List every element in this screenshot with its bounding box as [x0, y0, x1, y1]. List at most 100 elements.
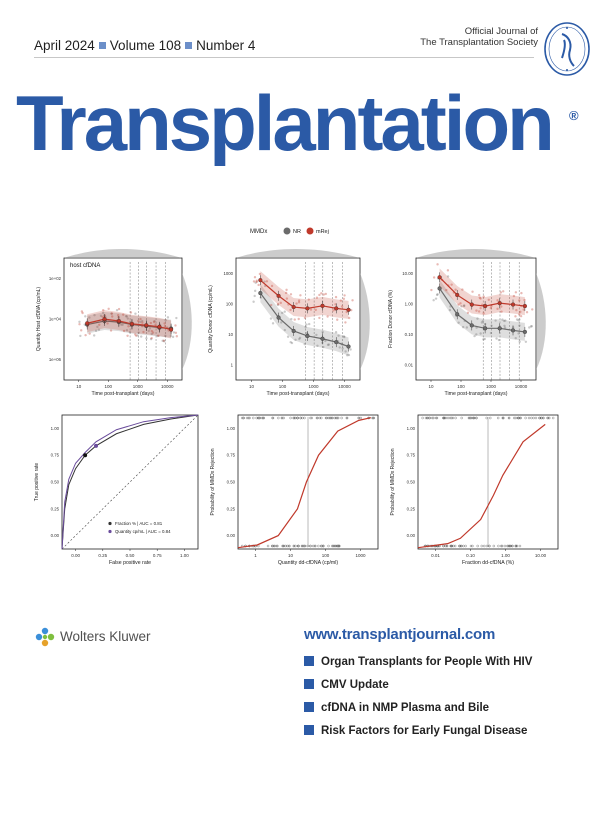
scatter-point [106, 322, 109, 325]
rug-point [428, 416, 431, 420]
scatter-point [148, 327, 152, 330]
scatter-point [457, 303, 460, 306]
scatter-point [517, 319, 520, 322]
roc-curve [61, 414, 199, 550]
bullet-square-icon [304, 656, 314, 666]
mean-point [258, 278, 263, 283]
scatter-point [121, 323, 124, 326]
scatter-point [286, 335, 290, 338]
rug-point [518, 416, 522, 420]
legend-swatch [108, 529, 112, 534]
rug-point [320, 416, 323, 420]
mean-point [258, 291, 263, 296]
scatter-point [482, 312, 485, 315]
scatter-point [522, 308, 525, 311]
scatter-point [495, 337, 498, 340]
scatter-point [321, 330, 324, 334]
scatter-point [332, 309, 335, 312]
scatter-point [285, 288, 288, 292]
scatter-point [334, 295, 338, 299]
y-tick-label: 1.00 [405, 301, 414, 306]
rug-point [301, 416, 304, 420]
rug-point [261, 416, 265, 420]
rug-point [302, 544, 305, 548]
rug-point [548, 416, 551, 420]
scatter-point [436, 293, 439, 296]
scatter-point [81, 311, 84, 315]
rug-point [546, 416, 550, 420]
y-tick-label: 1.00 [407, 426, 416, 431]
scatter-point [476, 317, 479, 320]
scatter-point [525, 311, 529, 314]
mean-point [291, 304, 296, 310]
scatter-point [117, 316, 120, 319]
mean-point [85, 321, 90, 326]
scatter-point [499, 291, 503, 294]
mean-point [522, 329, 527, 334]
scatter-point [175, 316, 178, 320]
y-tick-label: 0.10 [405, 332, 414, 337]
scatter-point [126, 317, 130, 320]
operating-point [94, 443, 98, 448]
issue-volume: Volume 108 [109, 38, 182, 53]
mean-point [305, 306, 310, 311]
scatter-point [110, 312, 113, 315]
chart-panel-1: 10 100 1000 10000 1e+02 1e+04 1e+06 Time post-t… [36, 248, 192, 397]
scatter-point [258, 272, 262, 276]
rug-point [524, 416, 527, 420]
scatter-point [78, 322, 81, 326]
rug-point [337, 544, 340, 548]
rug-point [258, 416, 261, 420]
scatter-point [84, 333, 87, 337]
list-item[interactable]: CMV Update [304, 678, 594, 701]
rug-point [450, 544, 454, 548]
x-tick-label: 100 [457, 384, 465, 389]
scatter-point [283, 328, 287, 332]
scatter-point [141, 325, 144, 328]
scatter-point [150, 329, 153, 333]
mean-point [305, 333, 310, 339]
scatter-point [134, 334, 138, 337]
scatter-point [116, 314, 120, 317]
mean-point [102, 317, 107, 322]
confidence-band [260, 284, 349, 356]
registered-mark: ® [569, 108, 579, 123]
list-item[interactable]: cfDNA in NMP Plasma and Bile [304, 701, 594, 724]
bullet-square-icon [304, 725, 314, 735]
rug-point [469, 416, 472, 420]
rug-point [497, 416, 500, 420]
rug-point [475, 416, 478, 420]
y-tick-label: 1 [231, 362, 234, 367]
scatter-point [163, 325, 167, 328]
list-item[interactable]: Risk Factors for Early Fungal Disease [304, 724, 594, 747]
y-tick-label: 0.00 [407, 533, 416, 538]
marginal-density-top [416, 248, 536, 258]
scatter-point [462, 304, 466, 307]
scatter-point [523, 298, 526, 302]
scatter-point [174, 331, 178, 335]
y-axis-label: True positive rate [34, 463, 40, 502]
scatter-point [327, 343, 331, 346]
mean-point [497, 301, 502, 306]
rug-point [261, 416, 264, 420]
rug-point [292, 544, 296, 548]
scatter-point [298, 336, 302, 340]
scatter-point [315, 296, 319, 299]
scatter-point [253, 289, 257, 293]
rug-point [371, 416, 374, 420]
rug-point [318, 416, 322, 420]
scatter-point [157, 334, 160, 338]
x-axis-label: Quantity dd-cfDNA (cp/ml) [278, 560, 339, 566]
scatter-point [252, 300, 255, 303]
scatter-point [435, 293, 439, 297]
scatter-point [145, 337, 148, 340]
x-tick-label: 10 [249, 384, 255, 389]
journal-website-link[interactable]: www.transplantjournal.com [304, 626, 496, 643]
marginal-density [536, 273, 546, 370]
scatter-point [270, 284, 274, 288]
scatter-point [446, 269, 450, 272]
legend-mrej-label: mRej [316, 229, 329, 235]
scatter-point [142, 330, 145, 334]
list-item[interactable]: Organ Transplants for People With HIV [304, 655, 594, 678]
legend-mrej-swatch [306, 227, 314, 235]
